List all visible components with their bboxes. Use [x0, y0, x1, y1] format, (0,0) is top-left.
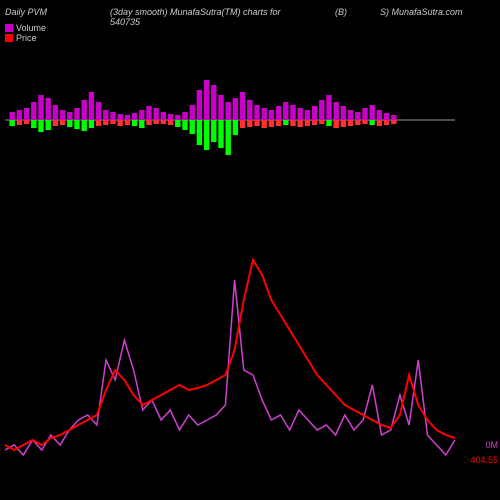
- legend-volume-label: Volume: [16, 23, 46, 33]
- legend: Volume Price: [5, 23, 46, 43]
- legend-price-label: Price: [16, 33, 37, 43]
- header-site: S) MunafaSutra.com: [380, 7, 463, 17]
- volume-oscillator-chart: [5, 70, 455, 170]
- price-swatch: [5, 34, 13, 42]
- volume-end-label: 0M: [485, 440, 498, 450]
- header-title: Daily PVM: [5, 7, 47, 17]
- header-exchange: (B): [335, 7, 347, 17]
- header-subtitle: (3day smooth) MunafaSutra(TM) charts for…: [110, 7, 310, 27]
- chart-header: Daily PVM (3day smooth) MunafaSutra(TM) …: [0, 5, 500, 35]
- price-end-label: 404.55: [470, 455, 498, 465]
- volume-swatch: [5, 24, 13, 32]
- price-volume-line-chart: [5, 220, 495, 480]
- legend-price: Price: [5, 33, 46, 43]
- legend-volume: Volume: [5, 23, 46, 33]
